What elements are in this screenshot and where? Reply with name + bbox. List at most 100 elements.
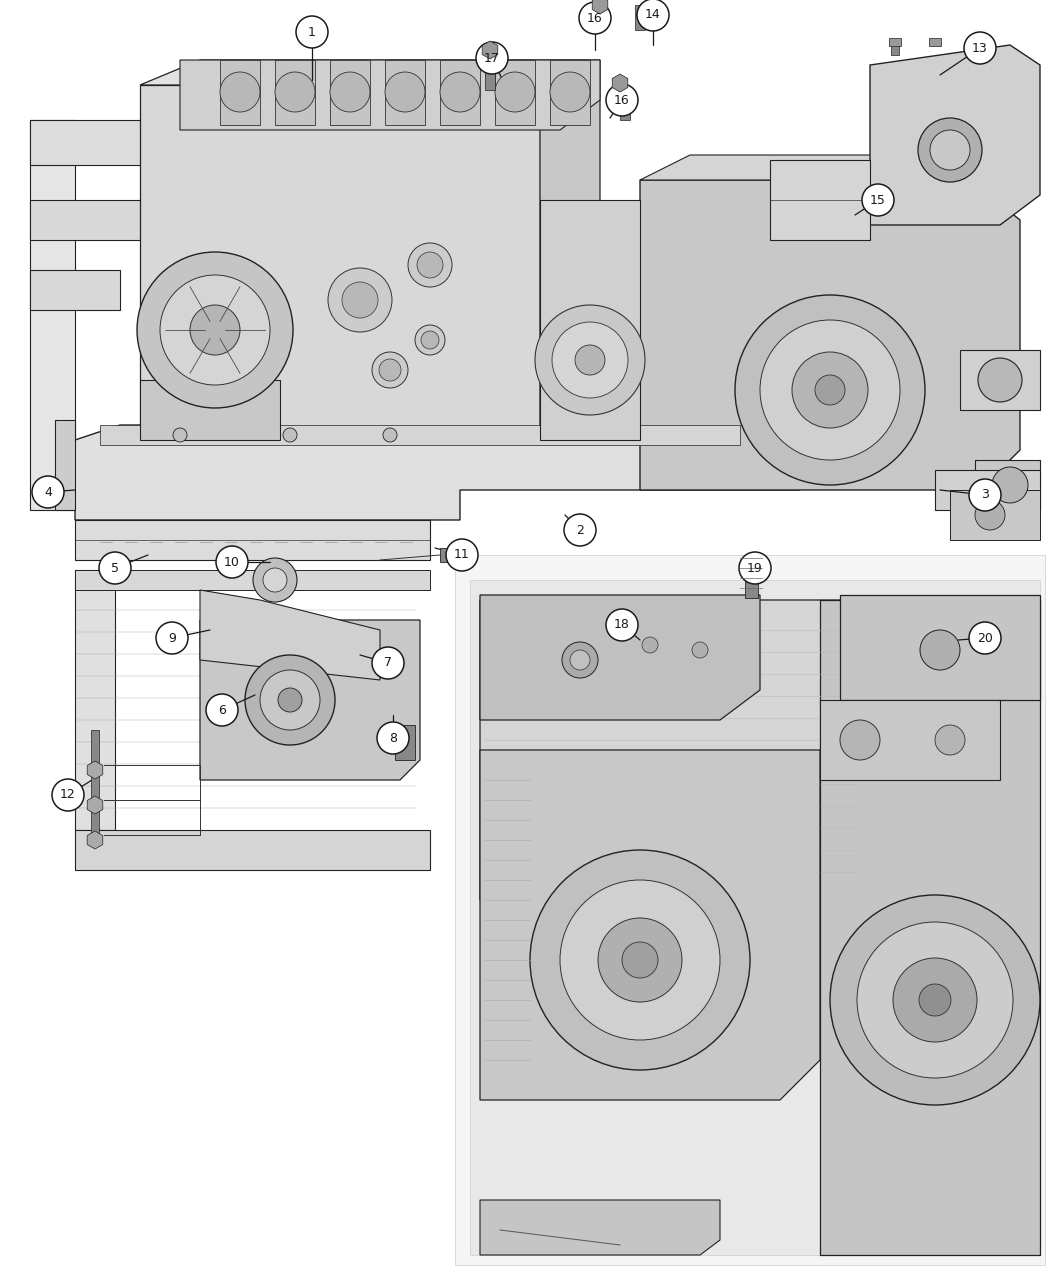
Polygon shape <box>220 60 260 125</box>
Polygon shape <box>330 60 370 125</box>
Polygon shape <box>455 555 1045 1265</box>
Circle shape <box>415 325 445 354</box>
Circle shape <box>760 320 900 460</box>
Polygon shape <box>934 470 1040 510</box>
Circle shape <box>862 184 894 215</box>
Polygon shape <box>746 558 758 598</box>
Circle shape <box>840 720 880 760</box>
Circle shape <box>173 428 187 442</box>
Circle shape <box>857 922 1013 1077</box>
Circle shape <box>920 630 960 669</box>
Circle shape <box>735 295 925 484</box>
Circle shape <box>440 71 480 112</box>
Circle shape <box>216 546 248 578</box>
Polygon shape <box>480 595 760 720</box>
Circle shape <box>330 71 370 112</box>
Circle shape <box>278 688 302 711</box>
Circle shape <box>206 694 238 725</box>
Circle shape <box>220 71 260 112</box>
Circle shape <box>136 252 293 408</box>
Polygon shape <box>180 60 600 130</box>
Polygon shape <box>950 490 1040 541</box>
Polygon shape <box>975 460 1040 510</box>
Circle shape <box>383 428 397 442</box>
Text: 3: 3 <box>981 488 989 501</box>
Polygon shape <box>30 200 160 240</box>
Circle shape <box>978 358 1022 402</box>
Polygon shape <box>595 5 605 31</box>
Circle shape <box>275 71 315 112</box>
Text: 14: 14 <box>645 9 660 22</box>
Polygon shape <box>495 60 536 125</box>
Circle shape <box>99 552 131 584</box>
Text: 17: 17 <box>484 51 500 65</box>
Circle shape <box>446 539 478 571</box>
Circle shape <box>606 84 638 116</box>
Polygon shape <box>870 45 1040 224</box>
Circle shape <box>245 655 335 745</box>
Circle shape <box>342 282 378 317</box>
Circle shape <box>739 552 771 584</box>
Circle shape <box>919 984 951 1016</box>
Polygon shape <box>275 60 315 125</box>
Polygon shape <box>820 700 1000 780</box>
Circle shape <box>575 346 605 375</box>
Text: 16: 16 <box>587 11 603 24</box>
Text: 7: 7 <box>384 657 392 669</box>
Text: 11: 11 <box>454 548 470 561</box>
Circle shape <box>417 252 443 278</box>
Polygon shape <box>540 200 640 440</box>
Circle shape <box>975 500 1005 530</box>
Polygon shape <box>485 65 495 91</box>
Polygon shape <box>91 731 99 770</box>
Polygon shape <box>840 595 1040 700</box>
Text: 15: 15 <box>870 194 886 207</box>
Text: 13: 13 <box>972 42 988 55</box>
Text: 5: 5 <box>111 561 119 575</box>
Circle shape <box>579 3 611 34</box>
Polygon shape <box>140 380 280 440</box>
Text: 19: 19 <box>748 561 763 575</box>
Polygon shape <box>971 45 979 55</box>
Text: 16: 16 <box>614 93 630 107</box>
Circle shape <box>830 895 1040 1105</box>
Circle shape <box>552 323 628 398</box>
Circle shape <box>622 942 658 978</box>
Polygon shape <box>969 38 981 46</box>
Polygon shape <box>640 180 1020 490</box>
Circle shape <box>372 352 408 388</box>
Polygon shape <box>87 761 103 779</box>
Circle shape <box>379 360 401 381</box>
Circle shape <box>253 558 297 602</box>
Circle shape <box>560 880 720 1040</box>
Polygon shape <box>889 38 901 46</box>
Circle shape <box>598 918 683 1002</box>
Circle shape <box>992 467 1028 504</box>
Polygon shape <box>75 425 800 520</box>
Circle shape <box>637 0 669 31</box>
Polygon shape <box>470 580 1040 1255</box>
Circle shape <box>969 479 1001 511</box>
Polygon shape <box>140 60 600 85</box>
Polygon shape <box>91 765 99 805</box>
Text: 9: 9 <box>168 631 176 644</box>
Circle shape <box>570 650 590 669</box>
Circle shape <box>372 646 404 680</box>
Circle shape <box>530 850 750 1070</box>
Polygon shape <box>200 590 380 680</box>
Polygon shape <box>612 74 628 92</box>
Circle shape <box>260 669 320 731</box>
Polygon shape <box>592 0 608 14</box>
Circle shape <box>284 428 297 442</box>
Polygon shape <box>140 85 540 440</box>
Polygon shape <box>30 120 75 510</box>
Text: 20: 20 <box>978 631 993 644</box>
Polygon shape <box>480 601 860 900</box>
Circle shape <box>421 332 439 349</box>
Polygon shape <box>960 351 1040 411</box>
Circle shape <box>495 71 536 112</box>
Polygon shape <box>440 60 480 125</box>
Polygon shape <box>440 548 455 562</box>
Circle shape <box>160 275 270 385</box>
Polygon shape <box>540 60 600 440</box>
